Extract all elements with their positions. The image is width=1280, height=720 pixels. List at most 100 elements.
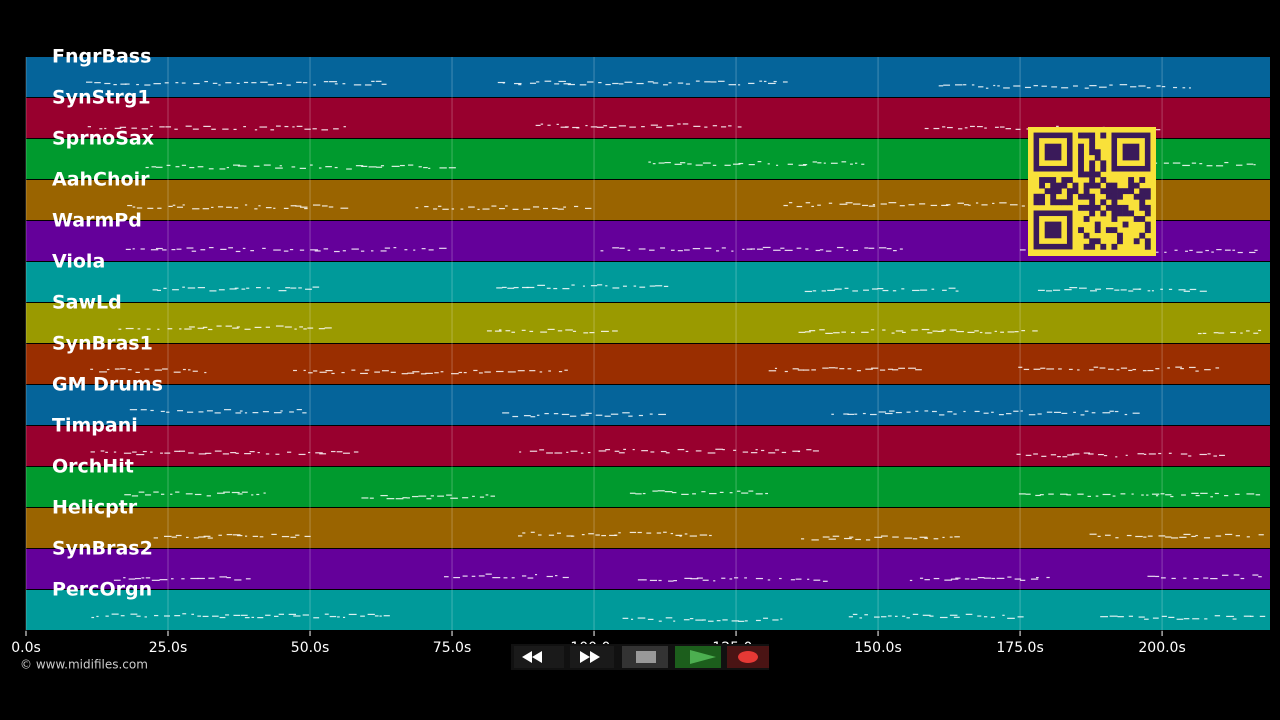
qr-cell — [1089, 149, 1096, 156]
note — [505, 330, 511, 332]
note — [892, 369, 899, 371]
note — [1028, 414, 1036, 416]
note — [151, 579, 160, 581]
note — [888, 202, 897, 204]
note — [1197, 332, 1202, 335]
note — [715, 448, 723, 450]
note — [192, 208, 200, 210]
note — [1095, 495, 1099, 497]
note — [371, 80, 375, 82]
record-button[interactable] — [727, 646, 769, 668]
track-lane — [26, 57, 1270, 97]
note — [511, 331, 516, 333]
note — [774, 449, 780, 451]
note — [217, 206, 224, 208]
note — [970, 125, 975, 128]
note — [439, 167, 447, 169]
note — [244, 328, 251, 330]
note — [1014, 578, 1022, 580]
qr-cell — [1117, 232, 1123, 239]
note — [707, 620, 714, 622]
note — [721, 247, 726, 249]
note — [1095, 288, 1102, 290]
note — [235, 250, 241, 253]
qr-cell — [1044, 177, 1051, 183]
note — [225, 614, 230, 616]
note — [262, 247, 266, 249]
note — [1216, 165, 1224, 167]
note — [176, 248, 182, 250]
note — [871, 288, 878, 290]
note — [682, 123, 689, 125]
note — [994, 126, 999, 128]
qr-cell — [1111, 243, 1118, 250]
note — [1090, 290, 1097, 292]
note — [1115, 456, 1118, 458]
note — [1041, 85, 1047, 87]
note — [530, 531, 535, 533]
note — [529, 82, 537, 84]
qr-cell — [1089, 243, 1096, 250]
note — [157, 328, 160, 330]
note — [1252, 574, 1259, 576]
tick-label: 200.0s — [1138, 640, 1185, 656]
note — [1102, 412, 1111, 414]
note — [145, 166, 149, 169]
note — [104, 127, 107, 130]
note — [1087, 495, 1091, 497]
rewind-button[interactable] — [514, 646, 564, 668]
note — [113, 84, 117, 86]
note — [1192, 618, 1200, 620]
note — [237, 534, 243, 537]
note — [1211, 251, 1214, 253]
note — [348, 613, 357, 616]
play-button[interactable] — [675, 646, 721, 668]
note — [1067, 454, 1074, 456]
note — [1191, 492, 1199, 494]
note — [1020, 410, 1023, 412]
qr-cell — [1083, 216, 1090, 222]
note — [381, 370, 389, 372]
note — [701, 491, 706, 493]
stop-button[interactable] — [622, 646, 668, 668]
note — [1035, 494, 1041, 497]
qr-cell — [1117, 193, 1123, 200]
note — [1224, 533, 1233, 536]
note — [167, 328, 173, 330]
note — [946, 126, 953, 129]
note — [412, 371, 420, 373]
forward-button[interactable] — [570, 646, 614, 668]
note — [722, 619, 728, 621]
qr-cell — [1144, 227, 1151, 234]
note — [994, 330, 997, 332]
note — [1232, 618, 1237, 620]
note — [612, 82, 619, 85]
note — [271, 533, 277, 536]
note — [468, 206, 475, 208]
note — [290, 205, 297, 207]
note — [256, 493, 260, 496]
note — [665, 617, 673, 619]
note — [1147, 290, 1151, 292]
note — [628, 415, 633, 417]
note — [151, 166, 157, 168]
note — [1189, 288, 1197, 291]
note — [652, 163, 656, 165]
note — [136, 615, 141, 617]
note — [803, 369, 810, 371]
note — [1061, 87, 1069, 89]
note — [1146, 494, 1149, 496]
note — [1057, 456, 1061, 458]
note — [882, 329, 886, 331]
note — [1018, 366, 1023, 368]
note — [931, 288, 935, 290]
note — [974, 330, 979, 332]
note — [673, 580, 678, 582]
note — [1204, 618, 1208, 620]
note — [656, 126, 663, 128]
note — [612, 330, 618, 332]
note — [198, 453, 207, 455]
note — [1156, 85, 1161, 87]
note — [1077, 493, 1084, 495]
